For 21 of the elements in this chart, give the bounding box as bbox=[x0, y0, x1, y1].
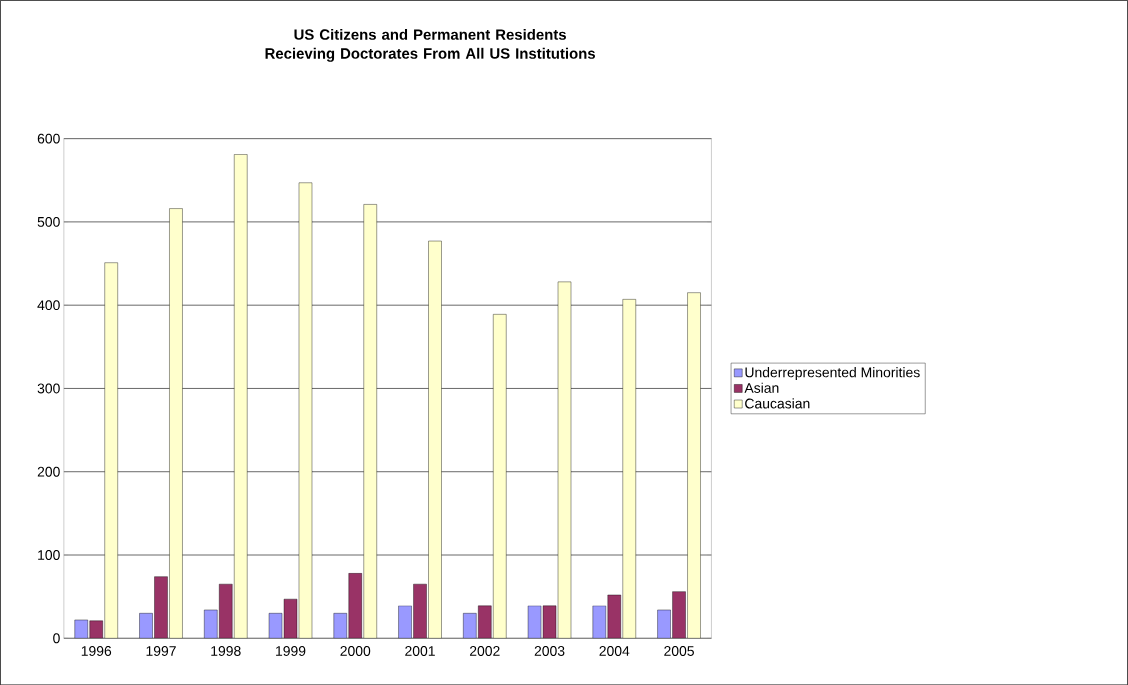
x-tick-label: 1996 bbox=[81, 645, 112, 656]
x-tick-label: 2000 bbox=[340, 645, 371, 656]
chart-title: US Citizens and Permanent Residents Recieving Doctorates From All US Institutions bbox=[265, 28, 596, 62]
y-tick-label: 600 bbox=[37, 133, 60, 144]
x-tick-label: 2003 bbox=[534, 645, 565, 656]
x-tick-label: 1998 bbox=[211, 645, 241, 656]
y-tick-label: 200 bbox=[37, 466, 60, 477]
legend-label: Caucasian bbox=[745, 398, 810, 409]
y-tick-label: 500 bbox=[37, 216, 60, 227]
x-tick-label: 2004 bbox=[599, 645, 630, 656]
x-tick-label: 2002 bbox=[469, 645, 500, 656]
x-tick-label: 1997 bbox=[146, 645, 176, 656]
x-tick-label: 2001 bbox=[405, 645, 435, 656]
x-tick-label: 2005 bbox=[664, 645, 694, 656]
y-tick-label: 100 bbox=[38, 549, 60, 560]
y-tick-label: 400 bbox=[37, 300, 60, 310]
y-tick-label: 300 bbox=[37, 383, 60, 394]
y-tick-label: 0 bbox=[53, 633, 60, 644]
legend-label: Underrepresented Minorities bbox=[745, 366, 920, 380]
legend-label: Asian bbox=[744, 382, 779, 393]
x-tick-label: 1999 bbox=[276, 645, 306, 656]
